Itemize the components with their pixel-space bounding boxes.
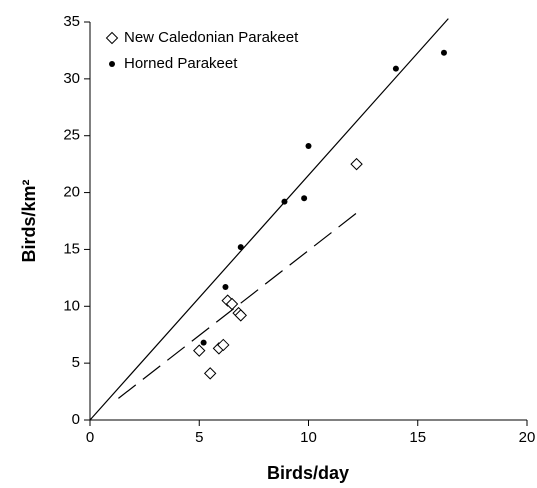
legend-label: Horned Parakeet: [124, 55, 238, 72]
point: [200, 339, 207, 346]
y-tick-label: 20: [63, 184, 80, 201]
fit-line: [118, 212, 357, 399]
legend-label: New Caledonian Parakeet: [124, 29, 299, 46]
y-tick-label: 5: [72, 354, 80, 371]
y-tick-label: 35: [63, 13, 80, 30]
point: [350, 157, 363, 171]
y-tick-label: 0: [72, 411, 80, 428]
x-tick-label: 5: [195, 429, 203, 446]
legend-marker: [105, 31, 119, 45]
point: [203, 367, 217, 380]
point: [225, 297, 239, 311]
x-tick-label: 20: [519, 429, 536, 446]
y-tick-label: 15: [63, 240, 80, 257]
point: [217, 338, 230, 352]
y-tick-label: 25: [63, 127, 80, 144]
fit-line: [89, 18, 449, 421]
x-tick-label: 10: [300, 429, 317, 446]
y-tick-label: 10: [63, 297, 80, 314]
point: [305, 142, 312, 149]
y-tick-label: 30: [63, 70, 80, 87]
point: [234, 309, 247, 322]
x-tick-label: 15: [409, 429, 426, 446]
x-axis-label: Birds/day: [267, 463, 349, 483]
point: [193, 344, 206, 357]
point: [237, 244, 244, 251]
point: [301, 195, 308, 202]
point: [281, 198, 288, 205]
x-tick-label: 0: [86, 429, 94, 446]
point: [222, 283, 229, 290]
point: [440, 49, 447, 56]
point: [392, 65, 399, 72]
legend-marker: [109, 61, 115, 67]
y-axis-label: Birds/km²: [19, 179, 39, 262]
